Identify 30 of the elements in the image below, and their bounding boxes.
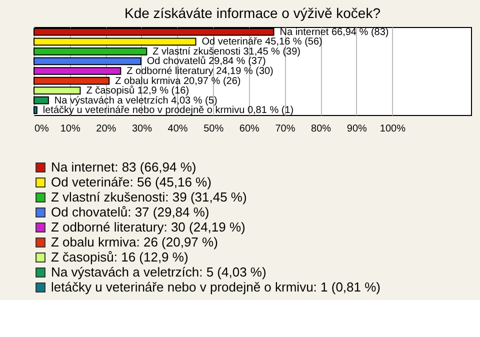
legend-label: Od veterináře: 56 (45,16 %) [51, 174, 212, 190]
legend-label: Z časopisů: 16 (12,9 %) [51, 250, 188, 264]
legend-label: Na výstavách a veletrzích: 5 (4,03 %) [51, 264, 266, 280]
data-label: Z obalu krmiva 20,97 % (26) [115, 76, 241, 87]
x-tick-label: 50% [204, 124, 224, 134]
legend-label: Z vlastní zkušenosti: 39 (31,45 %) [51, 190, 247, 204]
x-tick-label: 60% [239, 124, 260, 134]
x-tick-label: 20% [96, 124, 116, 134]
data-label: Od chovatelů 29,84 % (37) [146, 55, 266, 68]
x-tick-label: 100% [380, 124, 406, 134]
data-label: Na internet 66,94 % (83) [280, 26, 389, 38]
x-tick-label: 30% [132, 124, 152, 134]
legend-label: letáčky u veterináře nebo v prodejně o krmivu: 1 (0,81 %) [51, 280, 381, 294]
x-tick-label: 80% [311, 124, 332, 134]
data-label: Z odborné literatury 24,19 % (30) [126, 66, 274, 77]
legend-label: Na internet: 83 (66,94 %) [51, 160, 196, 174]
legend-label: Z obalu krmiva: 26 (20,97 %) [51, 234, 218, 250]
data-label: Od veterináře 45,16 % (56) [202, 36, 322, 48]
x-tick-label: 10% [60, 124, 80, 134]
data-label: Z časopisů 12,9 % (16) [86, 84, 190, 97]
chart-title: Kde získáváte informace o výživě koček? [124, 4, 381, 21]
data-label: Z vlastní zkušenosti 31,45 % (39) [152, 46, 301, 58]
data-label: letáčky u veterináře nebo v prodejně o krmivu 0,81 % (1) [42, 105, 294, 116]
x-tick-label: 40% [168, 124, 188, 134]
x-tick-label: 70% [275, 124, 296, 134]
x-tick-label: 90% [346, 124, 367, 134]
data-label: Na výstavách a veletrzích 4,03 % (5) [54, 95, 218, 106]
legend-label: Z odborné literatury: 30 (24,19 %) [51, 220, 246, 234]
x-tick-label: 0% [34, 124, 50, 134]
legend-label: Od chovatelů: 37 (29,84 %) [51, 204, 210, 220]
